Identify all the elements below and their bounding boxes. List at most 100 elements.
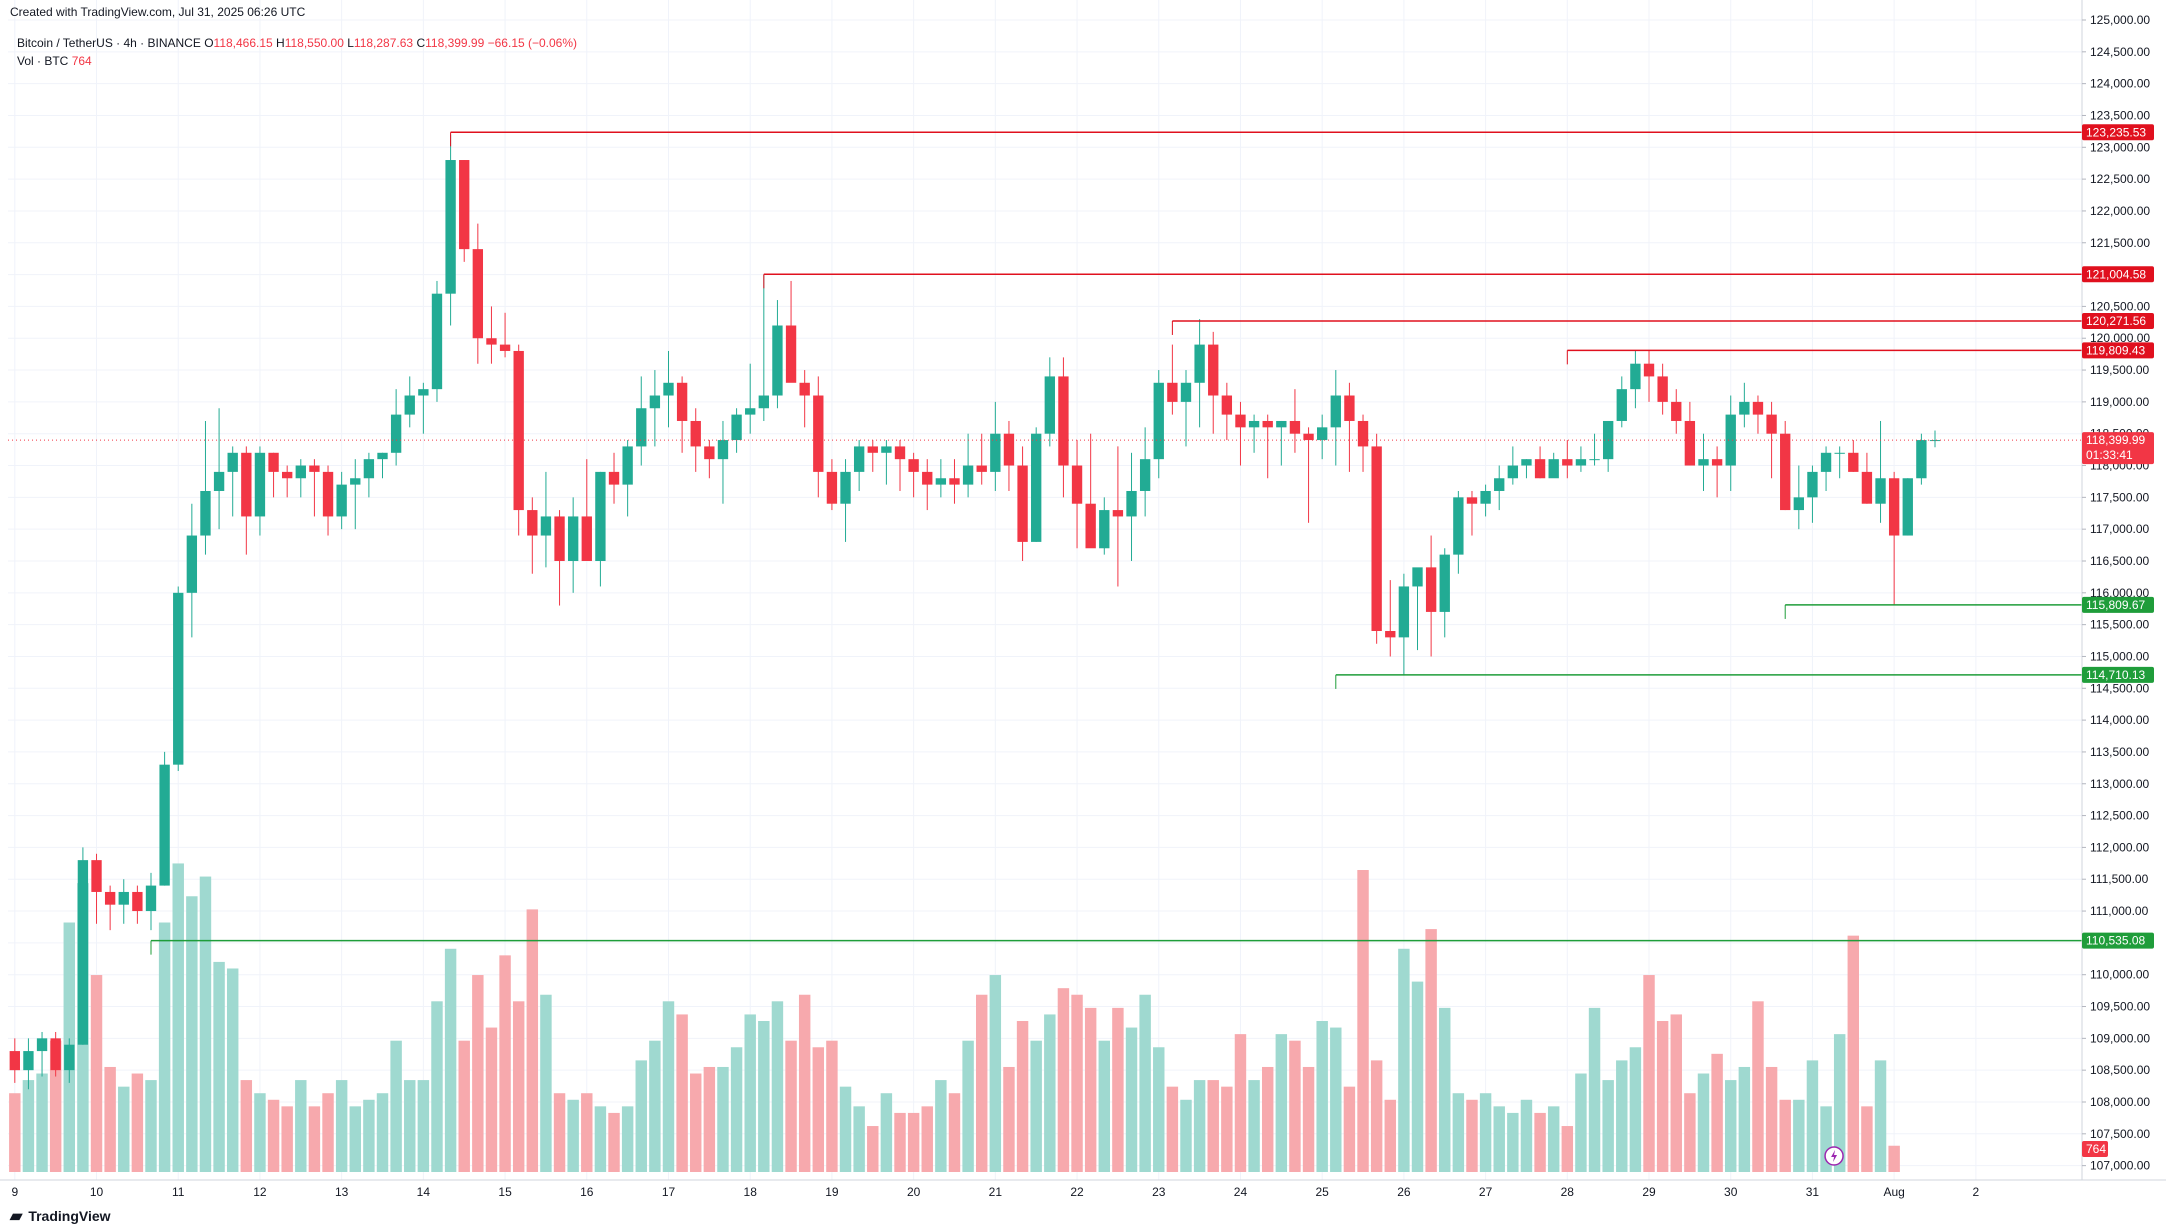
candle-body bbox=[64, 1044, 75, 1071]
time-tick-label: 21 bbox=[989, 1185, 1003, 1199]
time-tick-label: 2 bbox=[1973, 1185, 1980, 1199]
candle-body bbox=[1262, 420, 1273, 428]
volume-bar bbox=[1793, 1099, 1805, 1172]
price-tick-label: 120,000.00 bbox=[2090, 331, 2150, 345]
candle-body bbox=[540, 516, 552, 536]
candle bbox=[1412, 567, 1423, 651]
time-tick-label: 29 bbox=[1642, 1185, 1656, 1199]
candle bbox=[690, 408, 701, 472]
price-tick-label: 114,500.00 bbox=[2090, 681, 2149, 695]
volume-bar bbox=[1180, 1099, 1192, 1172]
price-tick-label: 114,000.00 bbox=[2090, 713, 2149, 727]
candle bbox=[1739, 382, 1750, 428]
volume-bar bbox=[785, 1040, 797, 1172]
candle bbox=[1534, 446, 1546, 479]
candle-body bbox=[636, 408, 647, 447]
candle-body bbox=[690, 420, 701, 447]
candle-body bbox=[1031, 433, 1042, 542]
candle bbox=[186, 503, 198, 638]
chart-grid bbox=[8, 0, 2082, 1180]
time-axis[interactable]: 9 10 11 12 13 14 15 16 17 18 19 20 21 22 23 24 25 26 27 28 2… bbox=[0, 1146, 2166, 1199]
candle bbox=[104, 885, 116, 931]
candle bbox=[309, 459, 320, 517]
level-price-label: 121,004.58 bbox=[2086, 267, 2146, 281]
volume-bar bbox=[36, 1073, 48, 1172]
volume-bar bbox=[581, 1093, 593, 1172]
candle-body bbox=[1684, 420, 1696, 466]
candle-body bbox=[77, 860, 89, 1045]
candle bbox=[676, 376, 688, 453]
candle bbox=[499, 312, 511, 358]
price-tick-label: 112,000.00 bbox=[2090, 840, 2149, 854]
candle-body bbox=[132, 891, 143, 912]
price-axis[interactable]: 107,000.00 107,500.00 108,000.00 108,500.00… bbox=[2081, 0, 2166, 1231]
level-price-badge bbox=[2082, 312, 2154, 329]
volume-bar bbox=[1765, 1066, 1778, 1172]
candle-body bbox=[1562, 459, 1573, 466]
candle-body bbox=[1017, 465, 1028, 542]
candle bbox=[200, 420, 211, 555]
candle-body bbox=[1330, 395, 1341, 428]
candle bbox=[1371, 433, 1382, 644]
candle bbox=[1317, 414, 1328, 460]
candle-body bbox=[363, 459, 375, 479]
candle-body bbox=[1861, 471, 1873, 504]
volume-bar bbox=[1275, 1034, 1288, 1172]
legend-symbol[interactable]: Bitcoin / TetherUS · 4h · BINANCE bbox=[17, 36, 201, 50]
tradingview-logo[interactable]: ▰ TradingView bbox=[10, 1206, 111, 1226]
legend-change: −66.15 (−0.06%) bbox=[487, 36, 578, 50]
candle-body bbox=[91, 860, 102, 892]
volume-bar bbox=[812, 1047, 825, 1172]
candle bbox=[91, 853, 102, 924]
time-tick-label: 19 bbox=[825, 1185, 839, 1199]
candle bbox=[363, 452, 375, 498]
candle bbox=[1235, 401, 1246, 466]
candle bbox=[145, 872, 157, 931]
candle-body bbox=[1548, 459, 1559, 479]
candle bbox=[745, 363, 756, 434]
candle bbox=[1031, 427, 1042, 542]
candle-body bbox=[336, 484, 347, 517]
candle-body bbox=[867, 446, 878, 453]
candle-body bbox=[118, 891, 129, 905]
candle bbox=[1793, 465, 1804, 530]
candle-body bbox=[1276, 420, 1287, 428]
volume-bar bbox=[512, 1001, 525, 1172]
candle-body bbox=[731, 414, 742, 441]
volume-bar bbox=[172, 863, 184, 1172]
candle-body bbox=[1848, 452, 1859, 472]
volume-bar bbox=[758, 1021, 770, 1172]
candle bbox=[1385, 580, 1396, 657]
volume-bar bbox=[254, 1093, 266, 1172]
candle-body bbox=[704, 446, 715, 460]
volume-bar bbox=[553, 1093, 566, 1172]
volume-bar bbox=[1302, 1066, 1315, 1172]
legend-open-value: 118,466.15 bbox=[213, 36, 273, 50]
legend-volume-label[interactable]: Vol · BTC bbox=[17, 54, 69, 68]
created-with-text: Created with TradingView.com, Jul 31, 20… bbox=[10, 5, 306, 19]
candle-body bbox=[608, 471, 620, 485]
candle-body bbox=[976, 465, 987, 472]
price-tick-label: 116,500.00 bbox=[2090, 554, 2149, 568]
candle bbox=[1657, 363, 1668, 415]
volume-bar bbox=[1261, 1066, 1274, 1172]
volume-bar bbox=[1833, 1034, 1846, 1172]
lightning-glyph bbox=[1831, 1150, 1838, 1162]
candle bbox=[404, 376, 415, 428]
candle bbox=[1344, 382, 1355, 472]
candle-body bbox=[1167, 382, 1178, 402]
price-tick-label: 119,000.00 bbox=[2090, 395, 2149, 409]
volume-bar bbox=[1071, 994, 1083, 1172]
candle bbox=[1780, 420, 1791, 511]
candle-body bbox=[1616, 389, 1627, 421]
legend-high-label: H bbox=[276, 36, 285, 50]
volume-bar bbox=[1098, 1040, 1111, 1172]
candle bbox=[1153, 370, 1164, 479]
volume-bar bbox=[1248, 1080, 1260, 1172]
volume-bar bbox=[798, 994, 811, 1172]
last-price-label: 118,399.99 bbox=[2086, 433, 2145, 447]
volume-bar bbox=[213, 961, 225, 1172]
price-tick-label: 110,000.00 bbox=[2090, 968, 2149, 982]
volume-bar bbox=[1044, 1014, 1056, 1172]
